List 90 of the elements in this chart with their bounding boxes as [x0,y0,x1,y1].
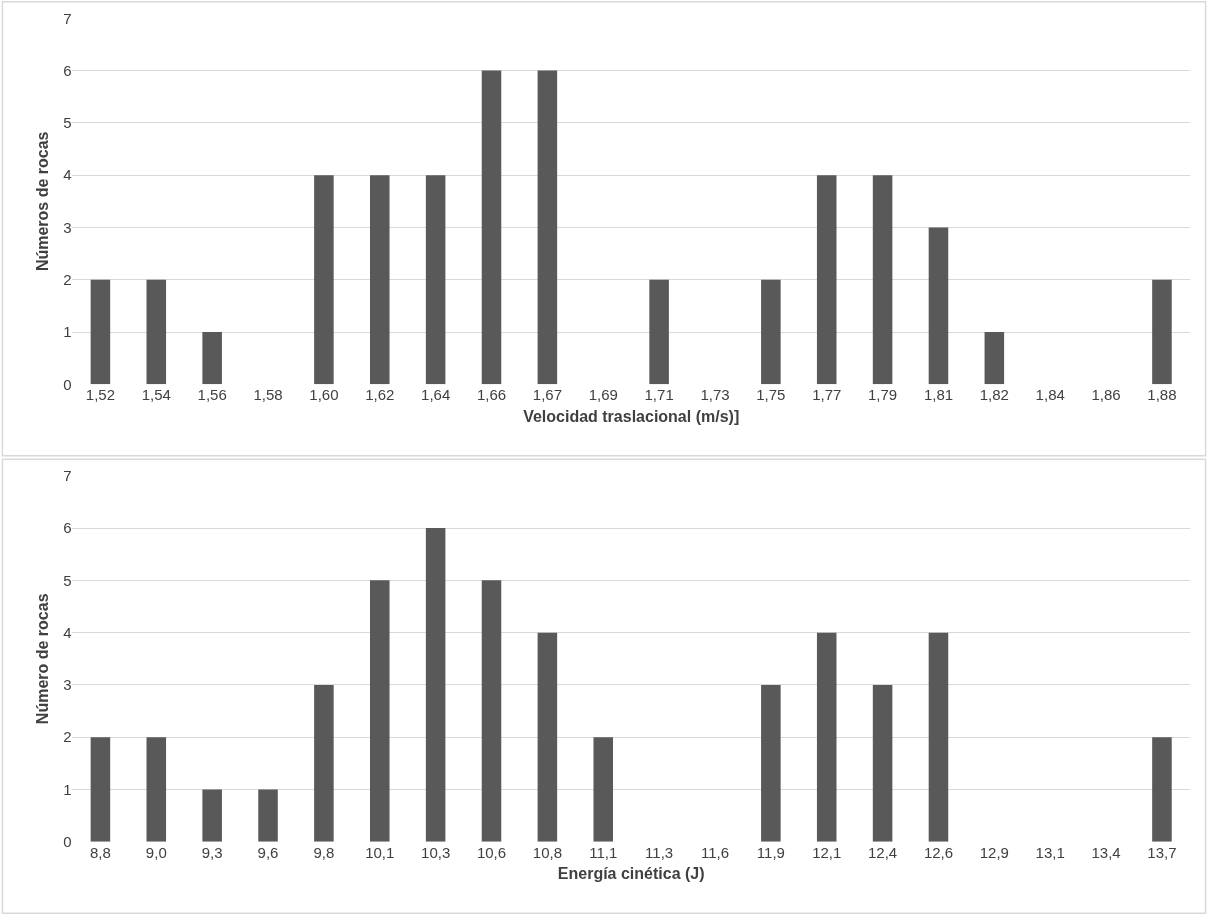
x-tick-label: 1,81 [923,386,954,404]
x-tick-label: 1,77 [812,386,842,404]
x-tick-label: 1,79 [868,386,898,404]
y-tick-label: 3 [63,676,72,694]
bar [481,580,502,842]
x-tick-label: 1,52 [85,386,116,404]
bar [369,175,390,385]
x-tick-label: 13,1 [1035,843,1065,861]
bar [928,227,949,385]
y-tick-label: 5 [63,114,72,132]
bar [258,789,278,842]
x-tick-label: 1,60 [309,386,339,404]
bar [425,528,446,842]
x-tick-label: 9,3 [201,843,223,861]
x-tick-label: 13,7 [1147,843,1177,861]
x-tick-label: 1,64 [421,386,451,404]
bar [872,684,893,842]
x-tick-label: 1,69 [588,386,618,404]
x-tick-label: 12,6 [923,843,954,861]
x-tick-label: 1,84 [1035,386,1065,404]
x-tick-label: 1,56 [197,386,227,404]
x-tick-label: 1,71 [644,386,674,404]
x-tick-label: 1,58 [253,386,283,404]
x-tick-label: 9,0 [145,843,167,861]
x-tick-label: 1,86 [1091,386,1121,404]
x-tick-label: 13,4 [1091,843,1121,861]
bar [202,332,222,385]
x-tick-label: 10,8 [532,843,562,861]
y-axis-title: Números de rocas [34,131,52,272]
x-tick-label: 12,9 [979,843,1009,861]
bar [537,632,558,842]
bar [314,175,334,385]
x-tick-label: 11,6 [700,843,730,861]
bar [1152,737,1172,842]
y-tick-label: 4 [63,166,72,184]
y-tick-label: 0 [63,833,72,851]
bar [649,279,669,385]
x-tick-label: 1,54 [141,386,171,404]
x-axis-title: Energía cinética (J) [557,865,705,883]
x-tick-label: 10,1 [365,843,395,861]
x-axis-title: Velocidad traslacional (m/s)] [523,408,740,425]
bar [593,737,614,842]
bar [425,175,446,385]
bar [928,632,949,842]
y-tick-label: 6 [63,61,72,79]
y-tick-label: 2 [63,728,72,746]
y-tick-label: 1 [63,323,72,341]
y-tick-label: 2 [63,270,72,288]
y-axis-title: Número de rocas [34,593,52,725]
x-tick-label: 9,8 [313,843,335,861]
bar [816,632,837,842]
bar [537,70,558,385]
bar [314,684,334,842]
bar [202,789,222,842]
x-tick-label: 12,1 [812,843,842,861]
x-tick-label: 8,8 [89,843,111,861]
y-tick-label: 0 [63,375,72,393]
x-tick-label: 12,4 [868,843,898,861]
bar [816,175,837,385]
bar [761,279,781,385]
x-tick-label: 1,88 [1147,386,1177,404]
y-tick-label: 7 [63,9,72,27]
bar [90,279,111,385]
x-tick-label: 1,66 [476,386,507,404]
y-tick-label: 1 [63,780,72,798]
x-tick-label: 1,73 [700,386,730,404]
x-tick-label: 11,1 [589,843,618,861]
x-tick-label: 11,3 [645,843,674,861]
x-tick-label: 10,3 [421,843,451,861]
y-tick-label: 3 [63,218,72,236]
bar [146,279,167,385]
x-tick-label: 1,62 [365,386,395,404]
y-tick-label: 4 [63,623,72,641]
x-tick-label: 1,82 [979,386,1009,404]
x-tick-label: 1,67 [532,386,562,404]
y-tick-label: 5 [63,571,72,589]
x-tick-label: 9,6 [257,843,279,861]
y-tick-label: 6 [63,519,72,537]
y-tick-label: 7 [63,467,72,485]
bar [761,684,781,842]
x-tick-label: 10,6 [476,843,507,861]
bar [90,737,111,842]
x-tick-label: 1,75 [756,386,786,404]
bar [369,580,390,842]
bar [1152,279,1172,385]
bar [481,70,502,385]
bar [872,175,893,385]
bar [984,332,1005,385]
bar [146,737,167,842]
x-tick-label: 11,9 [756,843,785,861]
